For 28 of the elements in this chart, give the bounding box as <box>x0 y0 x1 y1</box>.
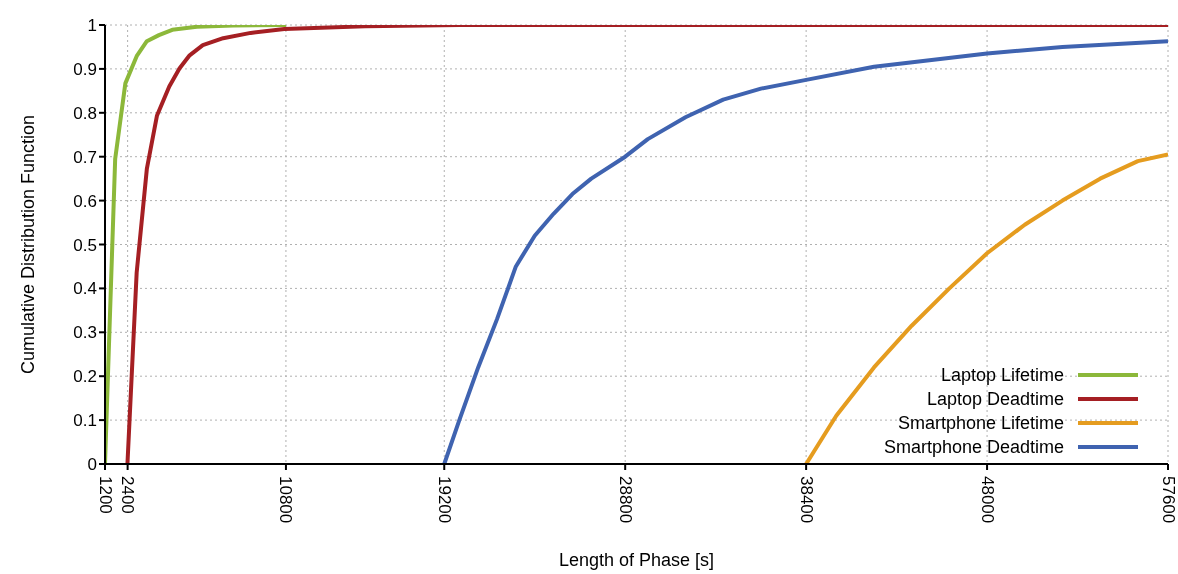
x-axis-title: Length of Phase [s] <box>558 550 715 570</box>
x-tick-label: 57600 <box>1158 476 1178 524</box>
legend-label: Laptop Deadtime <box>926 388 1064 411</box>
line-series <box>125 25 1168 464</box>
y-tick-label: 0.9 <box>73 59 97 79</box>
legend-label: Smartphone Lifetime <box>897 412 1064 435</box>
y-tick-label: 0.7 <box>73 147 97 167</box>
x-tick-label: 19200 <box>434 476 454 524</box>
x-tick-label: 1200 <box>95 476 115 514</box>
x-tick-label: 38400 <box>796 476 816 524</box>
y-axis-title: Cumulative Distribution Function <box>18 114 39 375</box>
x-tick-label: 48000 <box>977 476 997 524</box>
x-tick-label: 28800 <box>615 476 635 524</box>
y-tick-label: 0.2 <box>73 367 97 387</box>
y-tick-label: 0.6 <box>73 191 97 211</box>
x-tick-label: 10800 <box>276 476 296 524</box>
legend-label: Laptop Lifetime <box>940 364 1064 387</box>
legend-label: Smartphone Deadtime <box>883 436 1064 459</box>
y-tick-label: 0.8 <box>73 103 97 123</box>
y-tick-label: 0.5 <box>73 235 97 255</box>
y-tick-label: 0.3 <box>73 323 97 343</box>
x-tick-label: 2400 <box>118 476 138 514</box>
line-series <box>804 152 1168 464</box>
y-tick-label: 0 <box>87 455 97 475</box>
y-tick-label: 0.4 <box>73 279 97 299</box>
y-tick-label: 0.1 <box>73 411 97 431</box>
y-tick-label: 1 <box>87 16 97 36</box>
line-series <box>442 39 1168 464</box>
